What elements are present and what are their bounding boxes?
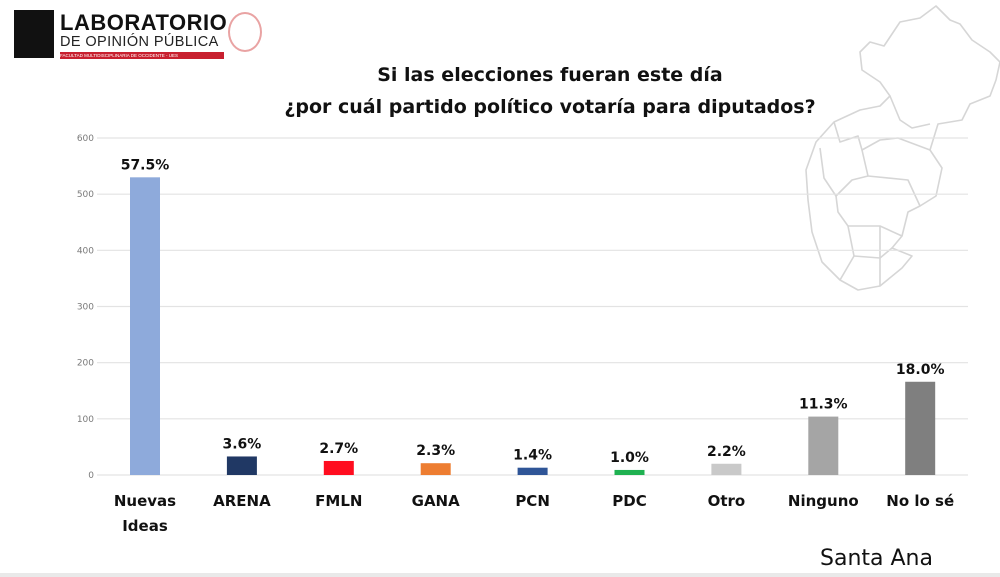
y-tick-label: 0 xyxy=(88,471,94,481)
y-tick-label: 300 xyxy=(77,303,94,313)
logo-band: FACULTAD MULTIDISCIPLINARIA DE OCCIDENTE… xyxy=(60,52,224,59)
data-label: 1.4% xyxy=(513,448,552,464)
bar xyxy=(711,463,742,475)
data-label: 2.7% xyxy=(319,441,358,457)
bar xyxy=(420,463,451,475)
university-seal-icon xyxy=(228,12,262,52)
y-tick-label: 600 xyxy=(77,134,94,144)
data-label: 18.0% xyxy=(896,362,945,378)
bar xyxy=(226,456,257,475)
bottom-border xyxy=(0,573,1000,577)
x-tick-label: Ideas xyxy=(122,517,168,535)
bar xyxy=(808,416,839,475)
bar xyxy=(517,467,548,475)
y-tick-label: 100 xyxy=(77,415,94,425)
data-label: 1.0% xyxy=(610,450,649,466)
x-tick-label: No lo sé xyxy=(886,492,954,510)
x-tick-label: Otro xyxy=(708,492,746,510)
bar xyxy=(905,381,936,475)
logo-subtitle: DE OPINIÓN PÚBLICA xyxy=(60,34,219,50)
y-tick-label: 200 xyxy=(77,359,94,369)
chart-title-line-1: Si las elecciones fueran este día xyxy=(377,64,723,86)
logo: LABORATORIO DE OPINIÓN PÚBLICA FACULTAD … xyxy=(14,8,264,62)
y-tick-label: 400 xyxy=(77,246,94,256)
owl-logo-icon xyxy=(14,10,54,58)
x-tick-label: PDC xyxy=(612,492,646,510)
bar xyxy=(130,177,160,476)
data-label: 57.5% xyxy=(121,157,170,173)
data-label: 2.2% xyxy=(707,444,746,460)
data-label: 2.3% xyxy=(416,443,455,459)
logo-title: LABORATORIO xyxy=(60,10,228,35)
chart-title-line-2: ¿por cuál partido político votaría para … xyxy=(284,96,816,118)
x-tick-label: FMLN xyxy=(315,492,362,510)
x-tick-label: GANA xyxy=(412,492,460,510)
x-tick-label: Ninguno xyxy=(788,492,859,510)
bar xyxy=(323,460,354,475)
data-label: 3.6% xyxy=(222,436,261,452)
bar xyxy=(614,469,645,475)
region-label: Santa Ana xyxy=(820,546,933,571)
x-tick-label: PCN xyxy=(515,492,550,510)
data-label: 11.3% xyxy=(799,397,848,413)
x-tick-label: Nuevas xyxy=(114,492,176,510)
y-tick-label: 500 xyxy=(77,190,94,200)
santa-ana-map-icon xyxy=(805,5,1000,291)
x-tick-label: ARENA xyxy=(213,492,271,510)
